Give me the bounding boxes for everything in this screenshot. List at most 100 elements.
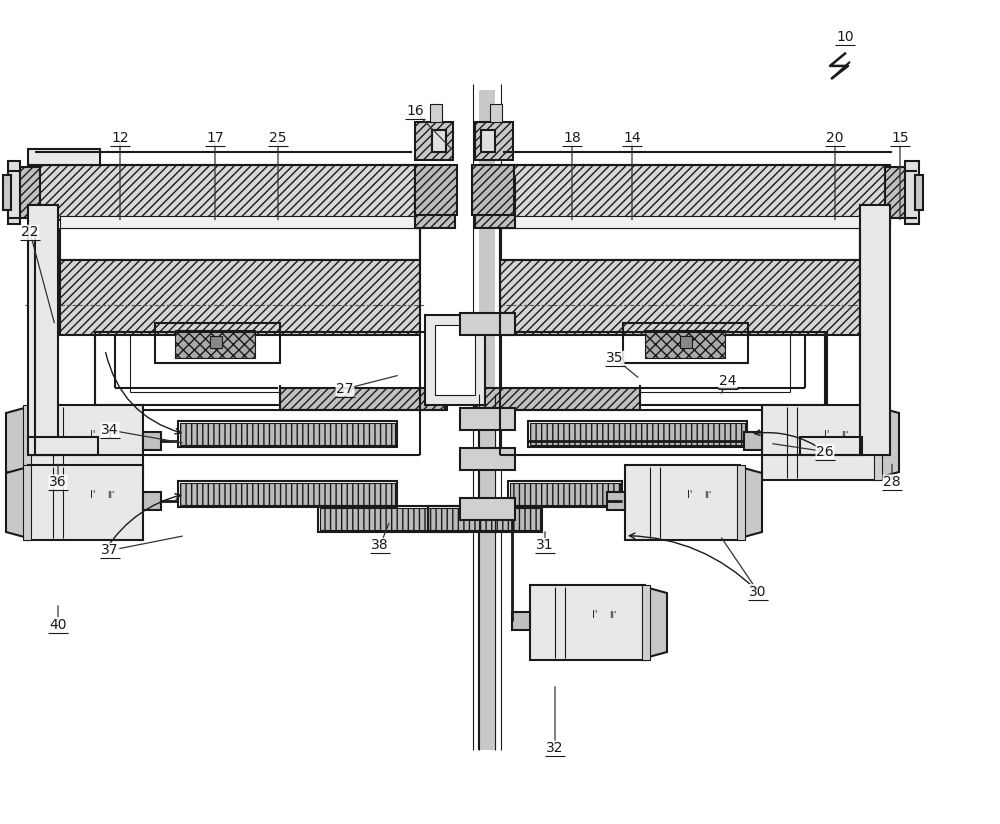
Bar (35, 165, 425, 220)
Bar (28, 205, 58, 455)
Text: 18: 18 (563, 132, 581, 145)
Bar (210, 336, 222, 348)
Bar (500, 165, 890, 220)
Bar (23, 465, 31, 540)
Bar (23, 405, 31, 480)
Bar (744, 432, 762, 450)
Bar (460, 408, 515, 430)
Text: 25: 25 (269, 132, 287, 145)
Text: II': II' (841, 430, 849, 439)
Text: 32: 32 (546, 742, 564, 755)
Bar (60, 216, 420, 228)
Bar (432, 130, 446, 152)
Bar (530, 423, 745, 445)
Bar (500, 260, 860, 335)
Bar (479, 90, 495, 750)
Bar (512, 612, 530, 630)
Polygon shape (6, 467, 28, 538)
Bar (762, 405, 877, 480)
Bar (175, 330, 255, 358)
Bar (3, 175, 11, 210)
Text: 14: 14 (623, 132, 641, 145)
Bar (35, 220, 425, 228)
Bar (430, 104, 442, 122)
Bar (8, 161, 20, 224)
Bar (510, 483, 620, 505)
Text: 31: 31 (536, 539, 554, 552)
Bar (860, 205, 890, 455)
Text: 16: 16 (406, 105, 424, 118)
Bar (18, 167, 40, 218)
Text: II': II' (704, 490, 712, 499)
Polygon shape (6, 407, 28, 478)
Bar (508, 481, 622, 507)
Bar (460, 498, 515, 520)
Bar (460, 448, 515, 470)
Bar (318, 506, 467, 532)
Text: II': II' (107, 490, 115, 499)
Bar (428, 506, 542, 532)
Bar (28, 465, 143, 540)
Bar (475, 332, 827, 410)
Bar (607, 492, 625, 510)
Bar (435, 325, 475, 395)
Bar (178, 421, 397, 447)
Bar (425, 315, 485, 405)
Text: 26: 26 (816, 445, 834, 458)
Bar (500, 216, 860, 228)
Text: I': I' (90, 490, 96, 500)
Bar (180, 483, 395, 505)
Bar (415, 165, 457, 215)
Bar (28, 149, 100, 165)
Bar (320, 508, 465, 530)
Bar (874, 405, 882, 480)
Bar (737, 465, 745, 540)
Text: 17: 17 (206, 132, 224, 145)
Text: 38: 38 (371, 539, 389, 552)
Text: I': I' (687, 490, 693, 500)
Polygon shape (740, 467, 762, 538)
Bar (680, 336, 692, 348)
Bar (415, 122, 453, 160)
Bar (95, 332, 447, 410)
Bar (28, 405, 143, 480)
Text: 22: 22 (21, 226, 39, 239)
Bar (430, 508, 540, 530)
Text: 37: 37 (101, 544, 119, 557)
Text: II': II' (609, 611, 617, 620)
Text: 30: 30 (749, 585, 767, 598)
Bar (642, 585, 650, 660)
Bar (475, 122, 513, 160)
Bar (28, 437, 98, 455)
Bar (143, 432, 161, 450)
Bar (623, 323, 748, 363)
Bar (500, 220, 890, 228)
Bar (800, 437, 862, 455)
Text: 20: 20 (826, 132, 844, 145)
Bar (178, 481, 397, 507)
Bar (155, 323, 280, 363)
Bar (280, 388, 445, 410)
Bar (460, 313, 515, 335)
Bar (415, 178, 455, 228)
Bar (60, 260, 420, 335)
Polygon shape (645, 587, 667, 658)
Bar (490, 104, 502, 122)
Bar (475, 388, 640, 410)
Bar (915, 175, 923, 210)
Polygon shape (877, 407, 899, 478)
Text: 10: 10 (836, 30, 854, 44)
Text: 15: 15 (891, 132, 909, 145)
Bar (481, 130, 495, 152)
Text: I': I' (90, 430, 96, 440)
Text: I': I' (592, 610, 598, 620)
Text: 40: 40 (49, 618, 67, 631)
Bar (645, 330, 725, 358)
Bar (528, 421, 747, 447)
Text: II': II' (107, 430, 115, 439)
Bar (143, 492, 161, 510)
Text: 36: 36 (49, 475, 67, 489)
Bar (472, 165, 514, 215)
Text: 35: 35 (606, 352, 624, 365)
Bar (885, 167, 907, 218)
